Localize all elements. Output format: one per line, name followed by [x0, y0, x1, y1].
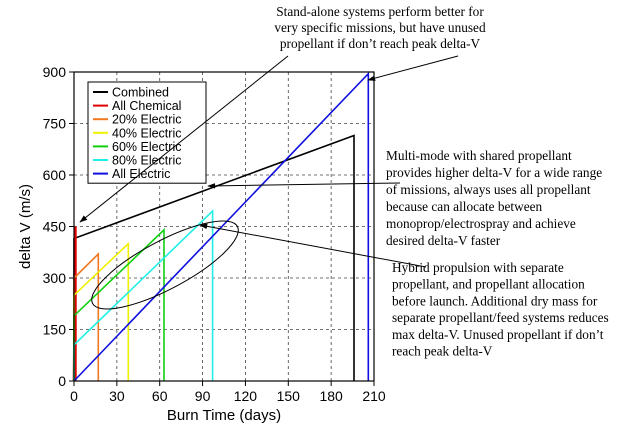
legend-label: 40% Electric	[112, 126, 181, 140]
annotation-multimode-line: of missions, always uses all propellant	[386, 182, 591, 197]
y-tick-labels: 0 150 300 450 600 750 900	[43, 64, 67, 389]
annotation-multimode-line: desired delta-V faster	[386, 233, 501, 248]
y-tick-label: 0	[58, 373, 66, 389]
x-tick-label: 120	[234, 388, 258, 404]
x-axis-label: Burn Time (days)	[167, 407, 281, 424]
x-tick-label: 60	[152, 388, 168, 404]
arrow-standalone-chemical	[79, 55, 289, 223]
x-tick-label: 30	[109, 388, 125, 404]
arrow-multimode	[207, 182, 401, 189]
hybrid-ellipse	[91, 220, 239, 310]
annotation-hybrid-line: max delta-V. Unused propellant if don’t	[392, 327, 604, 342]
legend-label: 60% Electric	[112, 140, 181, 154]
legend-label: 80% Electric	[112, 154, 181, 168]
x-tick-label: 180	[319, 388, 343, 404]
series-line-20-electric	[73, 252, 100, 381]
y-tick-label: 450	[43, 219, 67, 235]
tick-marks	[69, 71, 375, 386]
annotations: Stand-alone systems perform better forve…	[274, 4, 608, 359]
y-tick-label: 150	[43, 322, 67, 338]
annotation-hybrid-line: separate propellant/feed systems reduces	[392, 310, 609, 325]
series-line-all-electric	[73, 71, 370, 382]
arrow-hybrid	[199, 223, 427, 268]
y-tick-label: 600	[43, 167, 67, 183]
annotation-hybrid-line: reach peak delta-V	[392, 344, 493, 359]
legend-label: All Chemical	[112, 99, 181, 113]
annotation-standalone-line: propellant if don’t reach peak delta-V	[280, 36, 481, 51]
y-tick-label: 300	[43, 270, 67, 286]
annotation-standalone-line: Stand-alone systems perform better for	[276, 4, 484, 19]
legend-label: All Electric	[112, 167, 170, 181]
annotation-hybrid-line: propellant, and propellant allocation	[392, 277, 585, 292]
x-tick-label: 0	[70, 388, 78, 404]
x-tick-labels: 0 30 60 90 120 150 180 210	[70, 388, 386, 404]
y-axis-label: delta V (m/s)	[17, 184, 34, 269]
hybrid-ellipse-shape	[91, 220, 239, 310]
arrow-standalone-electric	[367, 55, 459, 81]
annotation-hybrid-line: before launch. Additional dry mass for	[392, 293, 598, 308]
annotation-hybrid-line: Hybrid propulsion with separate	[392, 260, 564, 275]
annotation-multimode-line: because can allocate between	[386, 199, 542, 214]
x-tick-label: 150	[277, 388, 301, 404]
annotation-arrows	[79, 55, 459, 268]
annotation-standalone-line: very specific missions, but have unused	[274, 20, 486, 35]
x-tick-label: 210	[362, 388, 386, 404]
annotation-multimode-line: monoprop/electrospray and achieve	[386, 216, 576, 231]
annotation-multimode-line: provides higher delta-V for a wide range	[386, 165, 602, 180]
y-tick-label: 900	[43, 64, 67, 80]
y-tick-label: 750	[43, 116, 67, 132]
annotation-multimode-line: Multi-mode with shared propellant	[386, 148, 572, 163]
legend-label: 20% Electric	[112, 113, 181, 127]
x-tick-label: 90	[195, 388, 211, 404]
legend-label: Combined	[112, 86, 169, 100]
series-line-40-electric	[73, 241, 130, 381]
